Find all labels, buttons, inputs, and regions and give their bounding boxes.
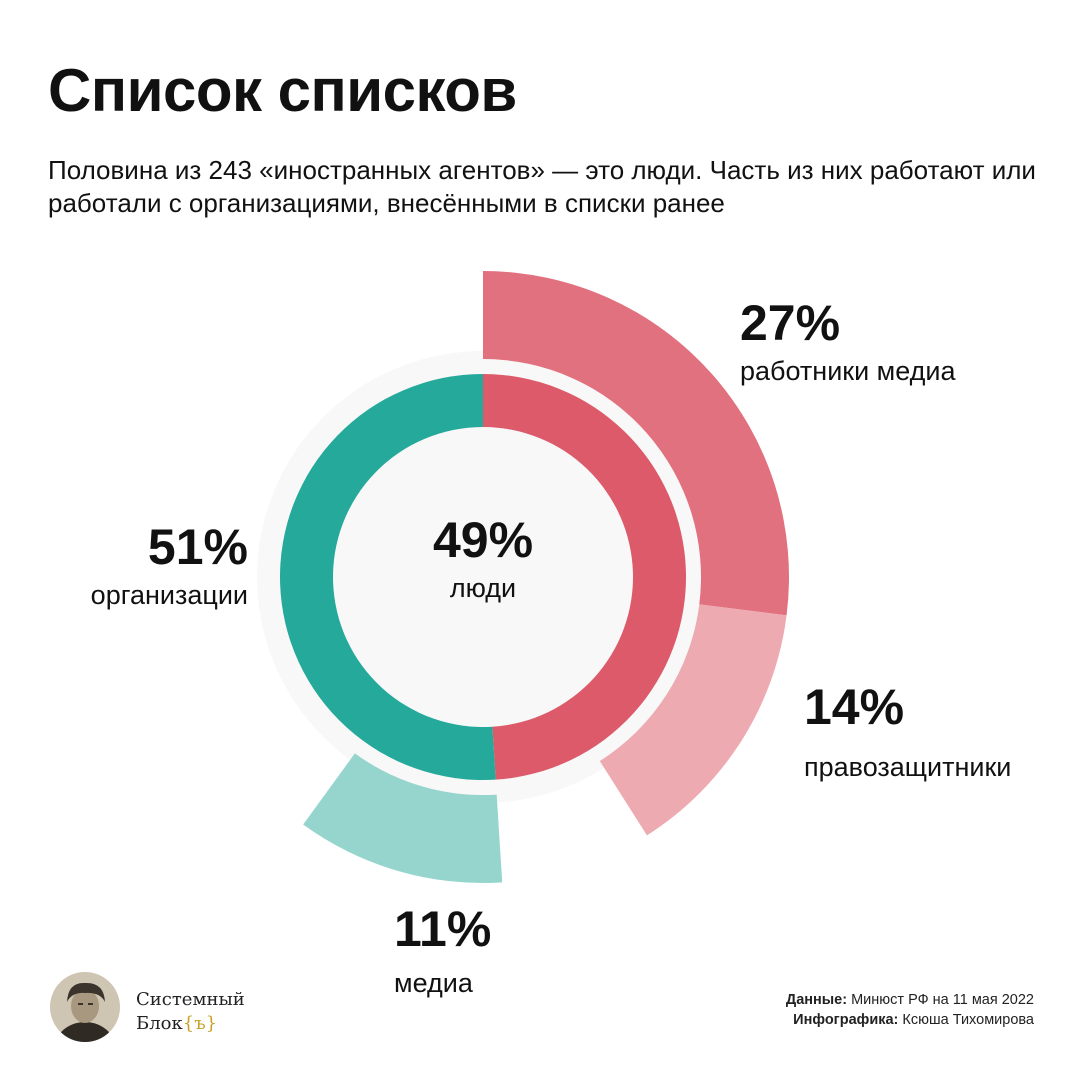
label-media-workers: 27% работники медиа bbox=[740, 298, 956, 385]
label-people: 49% люди bbox=[383, 515, 583, 602]
label-rights-defenders: 14% правозащитники bbox=[804, 682, 1011, 781]
portrait-logo bbox=[50, 972, 120, 1042]
credits: Данные: Минюст РФ на 11 мая 2022 Инфогра… bbox=[786, 990, 1034, 1031]
data-source-label: Данные: bbox=[785, 992, 848, 1008]
brand-line2: Блок bbox=[136, 1013, 183, 1035]
label-organizations: 51% организации bbox=[20, 522, 248, 609]
brand-logo: Системный Блок{ъ} bbox=[136, 988, 245, 1037]
inner-ring bbox=[279, 374, 686, 781]
outer-slice-2 bbox=[303, 753, 503, 883]
category-label: медиа bbox=[394, 968, 473, 998]
label-media: 11% медиа bbox=[394, 904, 491, 997]
value-label: 49% bbox=[432, 512, 534, 568]
inner-slice-0 bbox=[483, 374, 686, 780]
page-title: Список списков bbox=[48, 57, 517, 124]
value-label: 11% bbox=[394, 901, 492, 957]
inner-slice-1 bbox=[279, 374, 496, 781]
category-label: работники медиа bbox=[740, 356, 956, 386]
value-label: 27% bbox=[740, 295, 841, 351]
outer-slice-1 bbox=[599, 604, 787, 836]
author-label: Инфографика: bbox=[793, 1012, 899, 1029]
brand-mark: {ъ} bbox=[182, 1013, 218, 1035]
outer-slice-0 bbox=[483, 271, 789, 616]
value-label: 14% bbox=[804, 679, 905, 735]
author-value: Ксюша Тихомирова bbox=[902, 1012, 1034, 1029]
category-label: правозащитники bbox=[804, 752, 1012, 782]
brand-line1: Системный bbox=[136, 989, 245, 1010]
data-source-value: Минюст РФ на 11 мая 2022 bbox=[851, 992, 1034, 1008]
page-subtitle: Половина из 243 «иностранных агентов» — … bbox=[48, 155, 1036, 218]
category-label: организации bbox=[90, 580, 248, 610]
category-label: люди bbox=[449, 573, 517, 603]
value-label: 51% bbox=[147, 519, 248, 575]
outer-ring bbox=[303, 271, 789, 883]
